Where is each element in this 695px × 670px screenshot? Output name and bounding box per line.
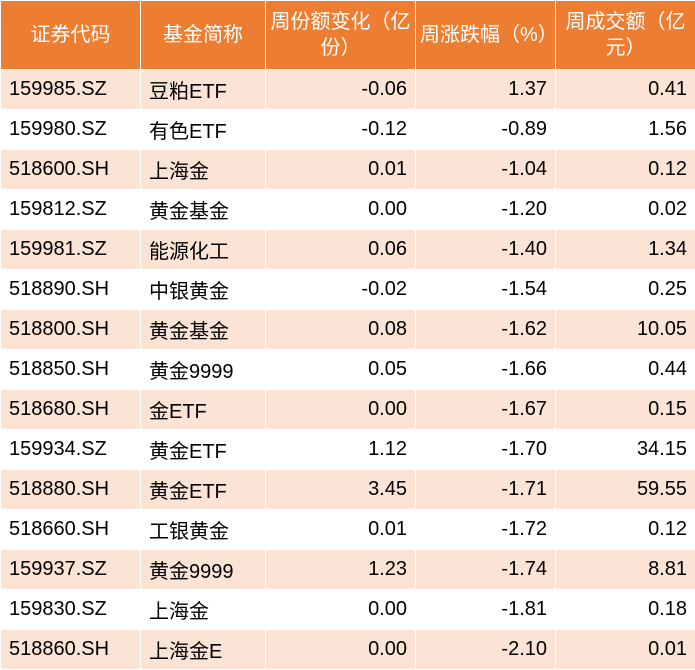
cell-share-change: 0.06 (266, 230, 416, 270)
cell-turnover: 0.12 (556, 510, 695, 550)
table-row: 159812.SZ黄金基金0.00-1.200.02 (1, 190, 695, 230)
table-row: 159981.SZ能源化工0.06-1.401.34 (1, 230, 695, 270)
cell-share-change: -0.12 (266, 110, 416, 150)
cell-code: 159812.SZ (1, 190, 141, 230)
cell-code: 518680.SH (1, 390, 141, 430)
cell-name: 能源化工 (141, 230, 266, 270)
cell-code: 159937.SZ (1, 550, 141, 590)
cell-pct-change: -1.04 (416, 150, 556, 190)
cell-share-change: 0.00 (266, 390, 416, 430)
header-pct-change: 周涨跌幅（%） (416, 1, 556, 70)
cell-share-change: 0.01 (266, 150, 416, 190)
table-row: 518860.SH上海金E0.00-2.100.01 (1, 630, 695, 670)
cell-turnover: 0.12 (556, 150, 695, 190)
cell-pct-change: 1.37 (416, 70, 556, 110)
cell-share-change: 0.00 (266, 590, 416, 630)
cell-code: 518850.SH (1, 350, 141, 390)
cell-turnover: 34.15 (556, 430, 695, 470)
table-row: 518660.SH工银黄金0.01-1.720.12 (1, 510, 695, 550)
cell-turnover: 0.01 (556, 630, 695, 670)
cell-name: 黄金9999 (141, 350, 266, 390)
table-row: 518800.SH黄金基金0.08-1.6210.05 (1, 310, 695, 350)
cell-name: 金ETF (141, 390, 266, 430)
table-row: 159830.SZ上海金0.00-1.810.18 (1, 590, 695, 630)
cell-turnover: 0.41 (556, 70, 695, 110)
header-name: 基金简称 (141, 1, 266, 70)
cell-name: 黄金基金 (141, 190, 266, 230)
cell-name: 中银黄金 (141, 270, 266, 310)
cell-share-change: 1.12 (266, 430, 416, 470)
cell-share-change: 0.05 (266, 350, 416, 390)
cell-name: 有色ETF (141, 110, 266, 150)
cell-name: 黄金9999 (141, 550, 266, 590)
cell-turnover: 0.18 (556, 590, 695, 630)
table-row: 518880.SH黄金ETF3.45-1.7159.55 (1, 470, 695, 510)
cell-share-change: 3.45 (266, 470, 416, 510)
cell-pct-change: -1.20 (416, 190, 556, 230)
cell-code: 159830.SZ (1, 590, 141, 630)
table-row: 159937.SZ黄金99991.23-1.748.81 (1, 550, 695, 590)
cell-share-change: 0.01 (266, 510, 416, 550)
cell-pct-change: -1.81 (416, 590, 556, 630)
cell-share-change: 0.08 (266, 310, 416, 350)
cell-turnover: 0.15 (556, 390, 695, 430)
cell-turnover: 0.02 (556, 190, 695, 230)
cell-code: 159980.SZ (1, 110, 141, 150)
cell-turnover: 8.81 (556, 550, 695, 590)
cell-turnover: 1.34 (556, 230, 695, 270)
fund-table: 证券代码 基金简称 周份额变化（亿份） 周涨跌幅（%） 周成交额（亿元） 159… (0, 0, 695, 670)
cell-share-change: -0.06 (266, 70, 416, 110)
cell-turnover: 0.44 (556, 350, 695, 390)
table-row: 518890.SH中银黄金-0.02-1.540.25 (1, 270, 695, 310)
cell-pct-change: -1.67 (416, 390, 556, 430)
header-share-change: 周份额变化（亿份） (266, 1, 416, 70)
cell-name: 上海金 (141, 150, 266, 190)
cell-share-change: -0.02 (266, 270, 416, 310)
cell-name: 黄金ETF (141, 430, 266, 470)
cell-name: 上海金 (141, 590, 266, 630)
cell-pct-change: -1.71 (416, 470, 556, 510)
table-row: 159985.SZ豆粕ETF-0.061.370.41 (1, 70, 695, 110)
cell-turnover: 10.05 (556, 310, 695, 350)
cell-code: 518800.SH (1, 310, 141, 350)
table-row: 518850.SH黄金99990.05-1.660.44 (1, 350, 695, 390)
cell-pct-change: -1.72 (416, 510, 556, 550)
table-header: 证券代码 基金简称 周份额变化（亿份） 周涨跌幅（%） 周成交额（亿元） (1, 1, 695, 70)
cell-code: 518880.SH (1, 470, 141, 510)
cell-pct-change: -1.54 (416, 270, 556, 310)
cell-share-change: 1.23 (266, 550, 416, 590)
cell-name: 工银黄金 (141, 510, 266, 550)
cell-turnover: 0.25 (556, 270, 695, 310)
cell-pct-change: -1.62 (416, 310, 556, 350)
cell-code: 518660.SH (1, 510, 141, 550)
cell-code: 518890.SH (1, 270, 141, 310)
header-code: 证券代码 (1, 1, 141, 70)
cell-pct-change: -1.74 (416, 550, 556, 590)
cell-pct-change: -1.70 (416, 430, 556, 470)
cell-pct-change: -1.66 (416, 350, 556, 390)
header-turnover: 周成交额（亿元） (556, 1, 695, 70)
cell-name: 黄金基金 (141, 310, 266, 350)
cell-turnover: 1.56 (556, 110, 695, 150)
cell-pct-change: -0.89 (416, 110, 556, 150)
table-body: 159985.SZ豆粕ETF-0.061.370.41159980.SZ有色ET… (1, 70, 695, 670)
cell-turnover: 59.55 (556, 470, 695, 510)
table-row: 159934.SZ黄金ETF1.12-1.7034.15 (1, 430, 695, 470)
table-row: 518600.SH上海金0.01-1.040.12 (1, 150, 695, 190)
cell-code: 159985.SZ (1, 70, 141, 110)
cell-share-change: 0.00 (266, 630, 416, 670)
cell-name: 豆粕ETF (141, 70, 266, 110)
cell-code: 159981.SZ (1, 230, 141, 270)
cell-pct-change: -2.10 (416, 630, 556, 670)
cell-share-change: 0.00 (266, 190, 416, 230)
cell-name: 上海金E (141, 630, 266, 670)
cell-code: 518860.SH (1, 630, 141, 670)
cell-pct-change: -1.40 (416, 230, 556, 270)
cell-name: 黄金ETF (141, 470, 266, 510)
table-row: 159980.SZ有色ETF-0.12-0.891.56 (1, 110, 695, 150)
cell-code: 159934.SZ (1, 430, 141, 470)
table-row: 518680.SH金ETF0.00-1.670.15 (1, 390, 695, 430)
cell-code: 518600.SH (1, 150, 141, 190)
